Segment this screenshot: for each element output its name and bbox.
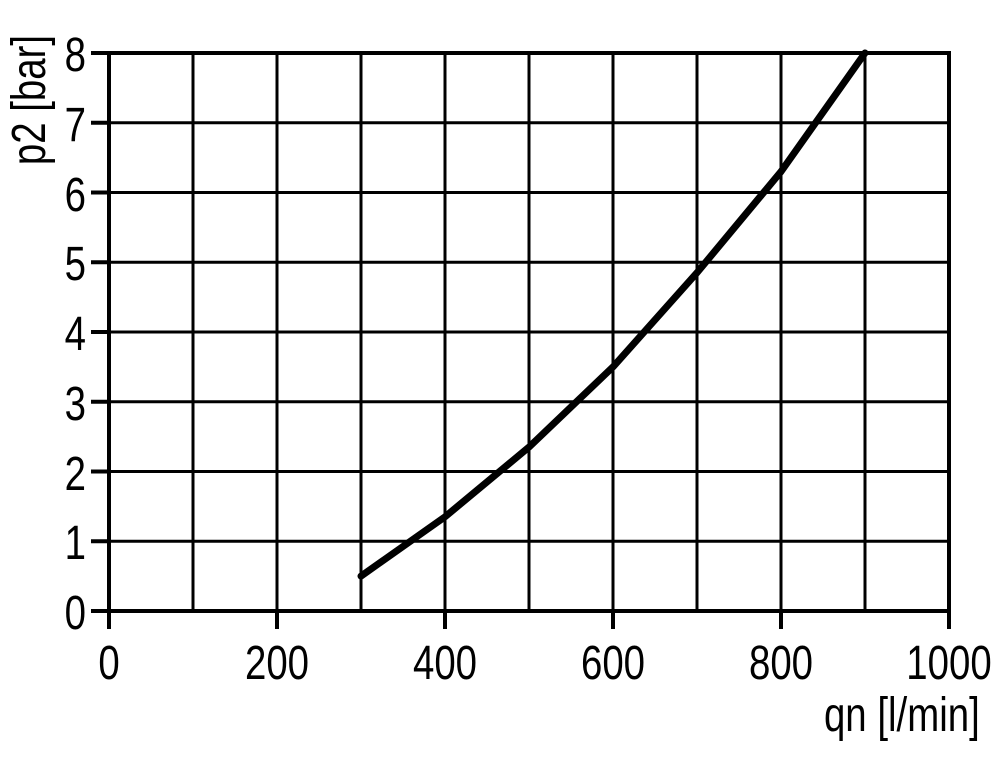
x-tick-label: 0 xyxy=(98,637,120,690)
y-tick-label: 8 xyxy=(64,29,86,82)
plot-frame xyxy=(107,51,951,613)
x-tick-label: 400 xyxy=(412,637,478,690)
x-tick-label: 800 xyxy=(748,637,814,690)
y-tick-label: 4 xyxy=(64,308,86,361)
pressure-drop-curve xyxy=(357,49,869,580)
y-axis-title: p2 [bar] xyxy=(3,34,56,166)
y-tick-label: 0 xyxy=(64,587,86,640)
y-tick-label: 2 xyxy=(64,447,86,501)
y-tick-label: 1 xyxy=(64,517,86,571)
y-tick-label: 6 xyxy=(64,168,86,222)
y-tick-label: 5 xyxy=(64,238,86,292)
y-tick-label: 7 xyxy=(64,98,86,152)
x-tick-label: 600 xyxy=(580,637,646,690)
y-tick-label: 3 xyxy=(64,377,86,431)
x-tick-label: 1000 xyxy=(906,637,992,690)
x-tick-label: 200 xyxy=(244,637,310,690)
x-axis-title: qn [l/min] xyxy=(824,689,980,742)
